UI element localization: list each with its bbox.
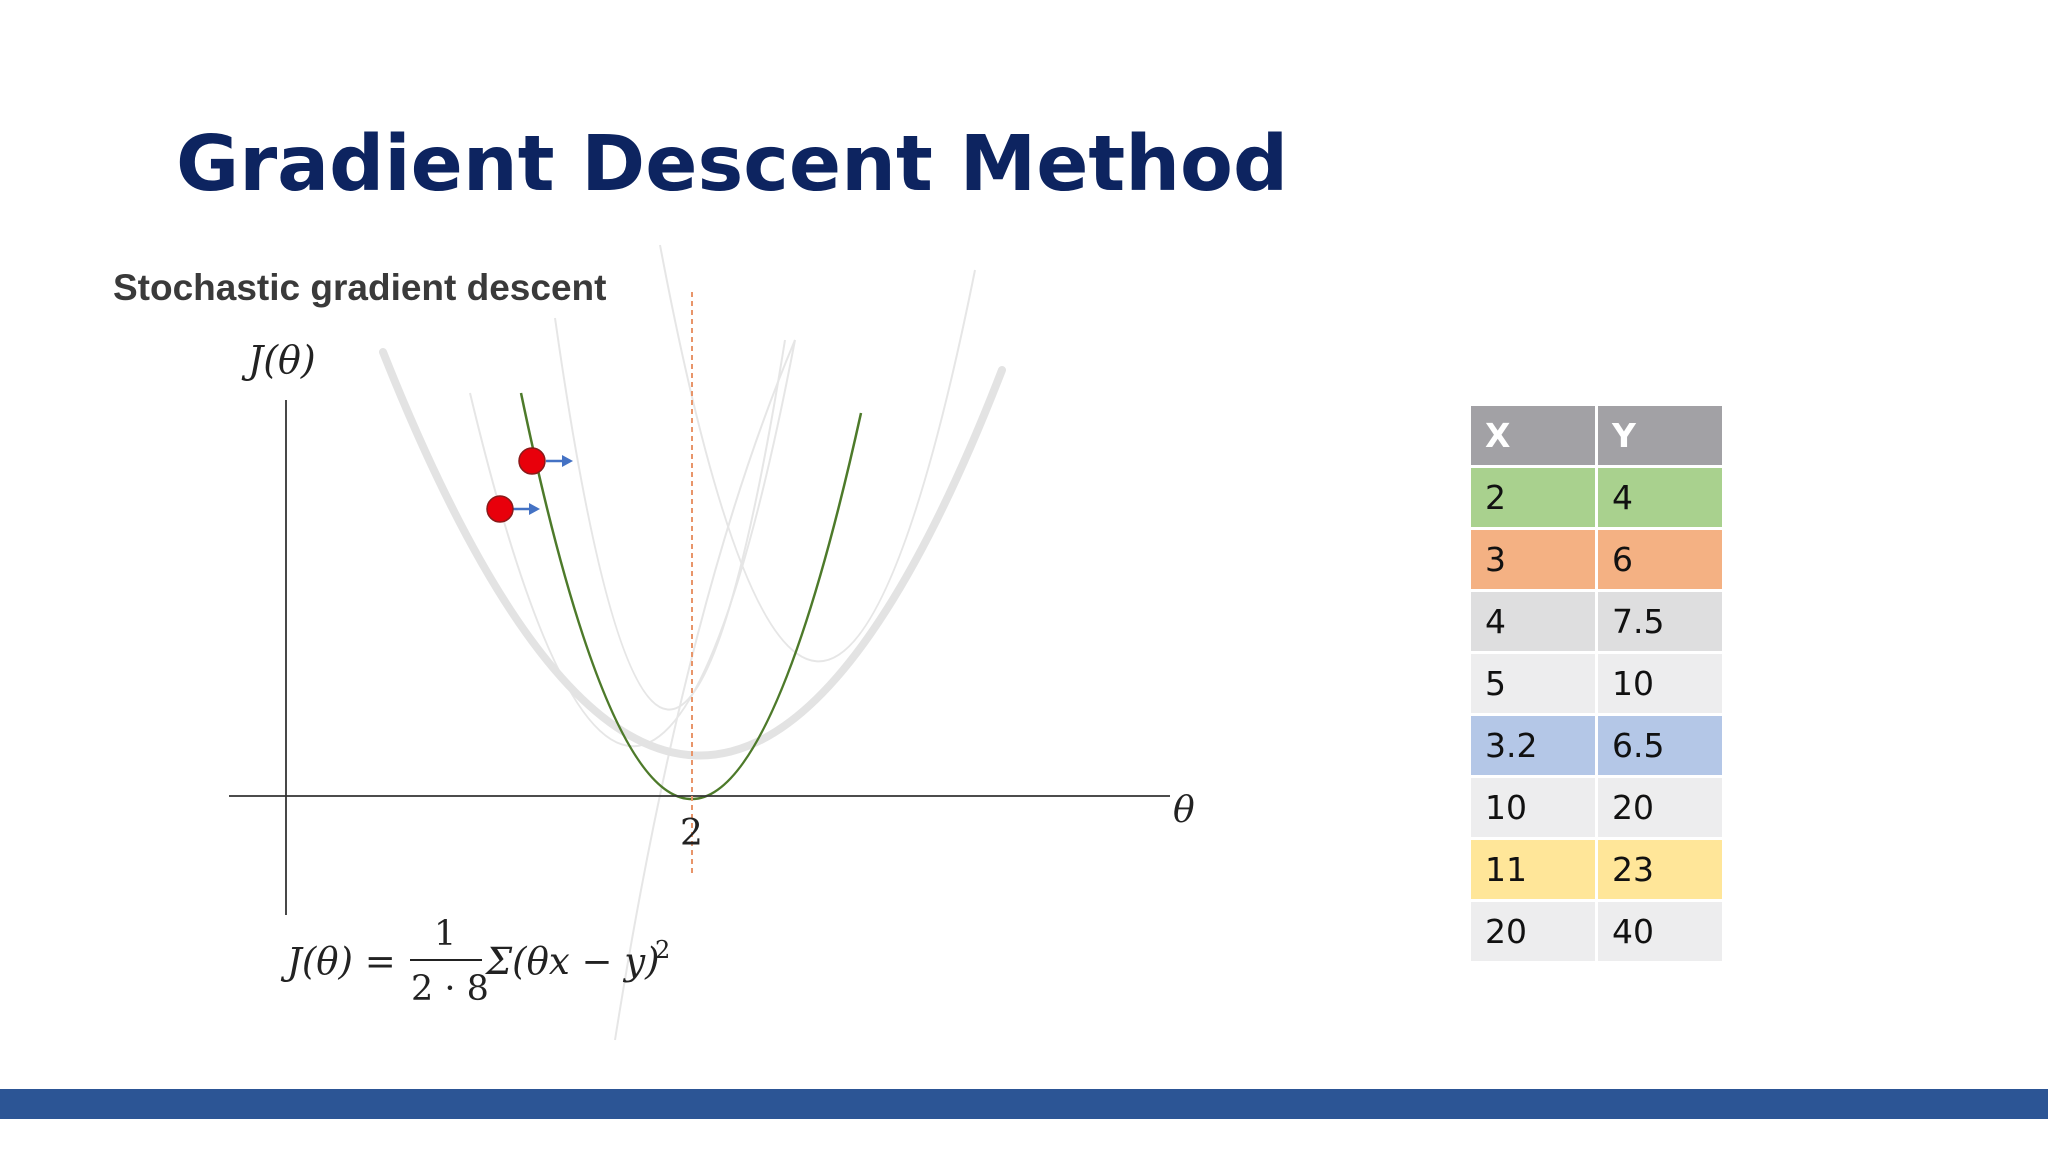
faint-cost-curves: [469, 244, 976, 1041]
table-row: 3 6: [1471, 530, 1722, 589]
cell-y: 20: [1598, 778, 1722, 837]
table-row: 10 20: [1471, 778, 1722, 837]
formula-sum: Σ(θx − y): [484, 940, 660, 983]
arrow-head-icon: [562, 455, 573, 467]
highlight-cost-curve: [519, 392, 863, 801]
cell-x: 11: [1471, 840, 1595, 899]
red-point-icon: [518, 447, 546, 475]
slide-title: Gradient Descent Method: [176, 120, 1289, 209]
cell-y: 7.5: [1598, 592, 1722, 651]
header-y: Y: [1598, 406, 1722, 465]
table-row: 5 10: [1471, 654, 1722, 713]
formula-numerator: 1: [434, 914, 456, 954]
diagram-subtitle: Stochastic gradient descent: [113, 267, 607, 308]
cell-y: 6.5: [1598, 716, 1722, 775]
formula-denominator: 2 · 8: [411, 969, 489, 1009]
formula-exponent: 2: [655, 936, 670, 964]
faint-curve-3: [469, 339, 796, 747]
cell-x: 4: [1471, 592, 1595, 651]
sample-data-table: X Y 2 4 3 6 4 7.5 5 10 3.2 6.5 10 20 11: [1468, 403, 1725, 964]
table-header-row: X Y: [1471, 406, 1722, 465]
cell-x: 3: [1471, 530, 1595, 589]
sgd-point-2: [486, 495, 540, 523]
cell-x: 20: [1471, 902, 1595, 961]
cell-x: 5: [1471, 654, 1595, 713]
minimum-tick-label: 2: [680, 813, 703, 854]
cell-y: 23: [1598, 840, 1722, 899]
footer-bar: [0, 1089, 2048, 1119]
faint-curve-2: [554, 317, 786, 711]
cell-x: 2: [1471, 468, 1595, 527]
table-row: 4 7.5: [1471, 592, 1722, 651]
faint-curve-1: [659, 244, 976, 663]
y-axis-label: J(θ): [241, 338, 316, 382]
cell-x: 10: [1471, 778, 1595, 837]
cell-y: 40: [1598, 902, 1722, 961]
cell-y: 4: [1598, 468, 1722, 527]
table-row: 2 4: [1471, 468, 1722, 527]
x-axis-label: θ: [1173, 790, 1195, 831]
cell-y: 10: [1598, 654, 1722, 713]
table-row: 11 23: [1471, 840, 1722, 899]
average-cost-curve: [379, 348, 1006, 760]
cell-x: 3.2: [1471, 716, 1595, 775]
faint-curve-4: [614, 339, 796, 1041]
header-x: X: [1471, 406, 1595, 465]
cell-y: 6: [1598, 530, 1722, 589]
arrow-head-icon: [529, 503, 540, 515]
table-row: 3.2 6.5: [1471, 716, 1722, 775]
cost-formula: J(θ) = 1 2 · 8 Σ(θx − y) 2: [280, 914, 670, 1009]
formula-lhs: J(θ) =: [280, 940, 396, 983]
table-row: 20 40: [1471, 902, 1722, 961]
red-point-icon: [486, 495, 514, 523]
sgd-point-1: [518, 447, 573, 475]
